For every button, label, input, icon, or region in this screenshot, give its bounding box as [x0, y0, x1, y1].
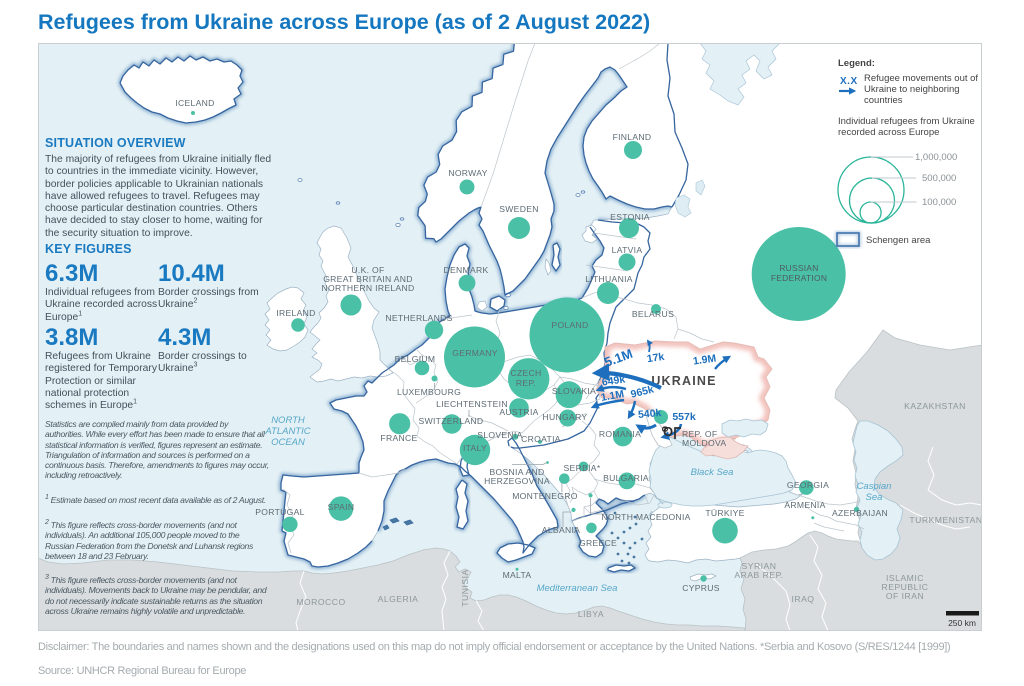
svg-text:540k: 540k: [638, 407, 662, 421]
svg-text:O: O: [663, 424, 673, 439]
svg-text:Black Sea: Black Sea: [691, 467, 734, 478]
svg-text:SWEDEN: SWEDEN: [499, 204, 539, 214]
svg-text:MOLDOVA: MOLDOVA: [682, 438, 726, 448]
svg-text:1.1M: 1.1M: [600, 388, 625, 404]
svg-text:RUSSIAN: RUSSIAN: [779, 263, 818, 273]
svg-text:Legend:: Legend:: [838, 58, 875, 69]
svg-text:GEORGIA: GEORGIA: [787, 480, 829, 490]
svg-text:BULGARIA: BULGARIA: [603, 473, 649, 483]
svg-text:OF IRAN: OF IRAN: [886, 591, 924, 601]
svg-text:BELARUS: BELARUS: [632, 309, 674, 319]
svg-text:MONTENEGRO: MONTENEGRO: [512, 491, 578, 501]
svg-text:649k: 649k: [601, 373, 626, 388]
svg-text:Mediterranean Sea: Mediterranean Sea: [537, 583, 618, 594]
svg-text:TURKMENISTAN: TURKMENISTAN: [909, 515, 982, 525]
svg-text:e: e: [659, 426, 671, 432]
svg-text:ALGERIA: ALGERIA: [378, 594, 419, 604]
svg-text:CROATIA: CROATIA: [521, 434, 561, 444]
svg-text:recorded across Europe: recorded across Europe: [838, 127, 939, 138]
svg-text:500,000: 500,000: [922, 173, 956, 184]
svg-text:MOROCCO: MOROCCO: [296, 597, 345, 607]
svg-text:SERBIA*: SERBIA*: [564, 463, 601, 473]
svg-text:UKRAINE: UKRAINE: [651, 374, 716, 388]
svg-text:ARMENIA: ARMENIA: [784, 500, 825, 510]
svg-text:GREECE: GREECE: [579, 538, 617, 548]
svg-text:FINLAND: FINLAND: [613, 132, 652, 142]
svg-text:557k: 557k: [672, 411, 696, 423]
svg-text:TÜRKIYE: TÜRKIYE: [705, 508, 744, 518]
svg-text:SPAIN: SPAIN: [328, 502, 355, 512]
svg-text:Individual refugees from Ukrai: Individual refugees from Ukraine: [838, 116, 975, 127]
svg-text:X.X: X.X: [840, 76, 858, 87]
svg-text:IRELAND: IRELAND: [276, 308, 315, 318]
svg-text:DENMARK: DENMARK: [443, 265, 488, 275]
svg-text:Ukraine to neighboring: Ukraine to neighboring: [864, 84, 960, 95]
svg-text:ALBANIA: ALBANIA: [542, 525, 580, 535]
svg-text:REP.: REP.: [516, 378, 536, 388]
svg-text:GERMANY: GERMANY: [452, 348, 498, 358]
svg-text:Refugee movements out of: Refugee movements out of: [864, 73, 978, 84]
svg-text:1.9M: 1.9M: [692, 352, 717, 367]
svg-text:MALTA: MALTA: [503, 570, 532, 580]
svg-text:GREAT BRITAIN AND: GREAT BRITAIN AND: [323, 274, 413, 284]
svg-text:FRANCE: FRANCE: [380, 433, 417, 443]
svg-text:KAZAKHSTAN: KAZAKHSTAN: [904, 401, 966, 411]
svg-text:SLOVAKIA: SLOVAKIA: [552, 386, 596, 396]
svg-text:LITHUANIA: LITHUANIA: [585, 274, 633, 284]
svg-text:BOSNIA AND: BOSNIA AND: [489, 467, 544, 477]
svg-text:ITALY: ITALY: [463, 443, 487, 453]
svg-text:SYRIAN: SYRIAN: [742, 561, 777, 571]
svg-text:ISLAMIC: ISLAMIC: [886, 573, 924, 583]
svg-text:POLAND: POLAND: [551, 320, 588, 330]
svg-text:U.K. OF: U.K. OF: [351, 265, 384, 275]
svg-text:LUXEMBOURG: LUXEMBOURG: [397, 387, 461, 397]
svg-text:ARAB REP.: ARAB REP.: [734, 570, 783, 580]
svg-text:TUNISIA: TUNISIA: [460, 569, 470, 606]
svg-text:965k: 965k: [629, 383, 655, 400]
svg-text:LIBYA: LIBYA: [578, 609, 604, 619]
svg-text:ICELAND: ICELAND: [175, 98, 214, 108]
svg-text:AZERBAIJAN: AZERBAIJAN: [832, 508, 888, 518]
svg-text:NORTHERN IRELAND: NORTHERN IRELAND: [322, 283, 415, 293]
svg-text:250 km: 250 km: [948, 618, 976, 628]
svg-text:REPUBLIC: REPUBLIC: [882, 582, 929, 592]
svg-text:SLOVENIA: SLOVENIA: [477, 430, 522, 440]
svg-text:BELGIUM: BELGIUM: [395, 354, 436, 364]
svg-text:ESTONIA: ESTONIA: [610, 212, 650, 222]
svg-text:LATVIA: LATVIA: [612, 245, 643, 255]
svg-text:FEDERATION: FEDERATION: [771, 273, 827, 283]
svg-text:HERZEGOVINA: HERZEGOVINA: [484, 476, 550, 486]
svg-text:HUNGARY: HUNGARY: [543, 412, 588, 422]
svg-text:17k: 17k: [646, 351, 665, 365]
svg-text:CYPRUS: CYPRUS: [682, 583, 720, 593]
svg-text:NORWAY: NORWAY: [448, 168, 487, 178]
svg-text:countries: countries: [864, 95, 903, 106]
svg-text:REP. OF: REP. OF: [682, 429, 717, 439]
svg-text:AUSTRIA: AUSTRIA: [499, 407, 538, 417]
svg-text:NETHERLANDS: NETHERLANDS: [385, 313, 452, 323]
svg-text:Caspian: Caspian: [857, 481, 892, 492]
svg-text:CZECH: CZECH: [510, 368, 541, 378]
svg-text:OCEAN: OCEAN: [271, 437, 305, 448]
svg-text:NORTH: NORTH: [271, 415, 305, 426]
svg-text:SWITZERLAND: SWITZERLAND: [419, 416, 484, 426]
svg-text:PORTUGAL: PORTUGAL: [255, 507, 305, 517]
svg-text:100,000: 100,000: [922, 197, 956, 208]
svg-text:Sea: Sea: [866, 492, 883, 503]
svg-text:ATLANTIC: ATLANTIC: [264, 426, 310, 437]
svg-text:LIECHTENSTEIN: LIECHTENSTEIN: [436, 399, 508, 409]
svg-text:IRAQ: IRAQ: [791, 594, 814, 604]
svg-text:1,000,000: 1,000,000: [915, 152, 957, 163]
svg-text:NORTH MACEDONIA: NORTH MACEDONIA: [601, 512, 690, 522]
svg-text:Schengen area: Schengen area: [866, 235, 931, 246]
svg-text:ROMANIA: ROMANIA: [599, 429, 641, 439]
